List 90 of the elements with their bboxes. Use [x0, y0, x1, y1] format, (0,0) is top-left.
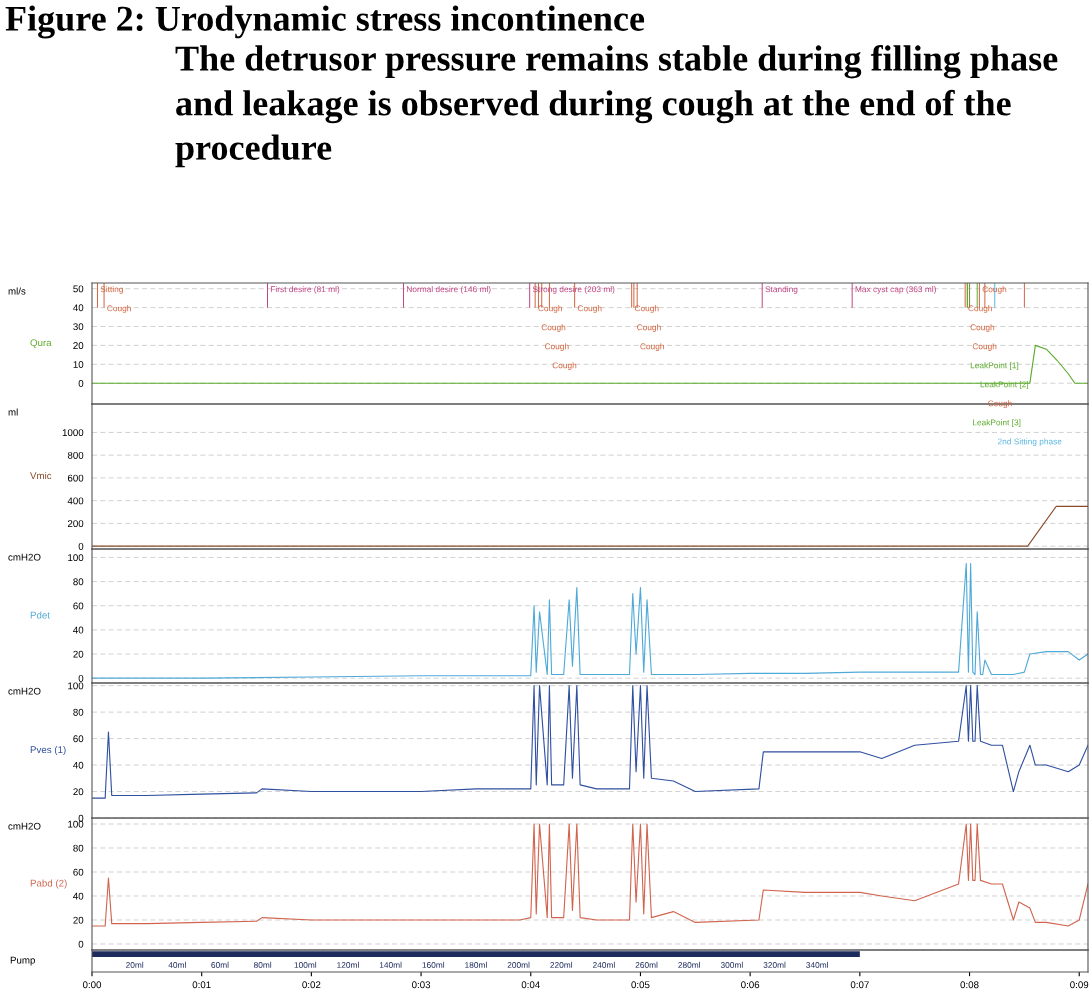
text: ml: [8, 408, 18, 416]
text: 240ml: [592, 961, 615, 968]
y-tick-label: 1000: [62, 429, 84, 437]
y-tick-label: 0: [78, 814, 84, 822]
y-tick-label: 20: [73, 788, 84, 796]
ref-line-label: Sitting: [100, 286, 123, 294]
y-axis-title: Pabd (2): [30, 879, 67, 889]
text: 160ml: [422, 961, 445, 968]
y-tick-label: 40: [73, 761, 84, 769]
ref-line-label: First desire (81 ml): [270, 286, 340, 294]
text: 220ml: [550, 961, 573, 968]
ref-line-label: Normal desire (146 ml): [406, 286, 491, 294]
ref-line-label: Cough: [968, 305, 992, 313]
ref-line-label: Standing: [765, 286, 798, 294]
text: cmH2O: [8, 553, 41, 561]
y-axis-title: Vmic: [30, 471, 52, 480]
y-tick-label: 100: [68, 820, 84, 828]
y-tick-label: 60: [73, 735, 84, 743]
ref-line-label: Cough: [972, 343, 997, 351]
ref-line-label: Cough: [634, 305, 659, 313]
y-tick-label: 30: [73, 323, 84, 331]
ref-line-label: Max cyst cap (363 ml): [855, 286, 936, 294]
y-tick-label: 0: [78, 542, 84, 550]
chart-title: Figure 2: Urodynamic stress incontinence: [5, 5, 645, 39]
text: 280ml: [678, 961, 700, 968]
y-tick-label: 200: [67, 520, 84, 528]
chart-subtitle: The detrusor pressure remains stable during filling phase and leakage is observed during cough at the end of the procedure: [175, 45, 1058, 168]
x-tick-label: 0:08: [960, 981, 979, 989]
y-tick-label: 40: [73, 892, 84, 900]
y-tick-label: 20: [73, 650, 84, 658]
y-axis-title: Qura: [30, 339, 52, 348]
ref-line-label: Cough: [637, 324, 661, 332]
x-tick-label: 0:04: [521, 981, 540, 989]
y-tick-label: 100: [68, 554, 84, 562]
ref-line-label: Cough: [544, 343, 569, 351]
x-tick-label: 0:03: [411, 981, 431, 989]
text: 120ml: [337, 961, 359, 968]
text: 140ml: [379, 961, 402, 968]
text: 200ml: [507, 961, 530, 968]
y-tick-label: 0: [78, 379, 84, 387]
text: ml/s: [8, 287, 26, 295]
y-tick-label: 20: [73, 916, 84, 924]
text: 260ml: [635, 961, 658, 968]
x-tick-label: 0:01: [192, 981, 211, 989]
text: cmH2O: [8, 687, 41, 695]
ref-line-label: 2nd Sitting phase: [997, 438, 1062, 447]
y-tick-label: 80: [73, 708, 84, 716]
x-tick-label: 0:00: [82, 981, 102, 989]
ref-line-label: Cough: [107, 305, 131, 313]
y-tick-label: 600: [67, 474, 84, 482]
x-tick-label: 0:07: [850, 981, 869, 989]
ref-line-label: Cough: [577, 305, 602, 313]
y-axis-title: Pump: [10, 956, 35, 966]
ref-line-label: LeakPoint [1]: [970, 362, 1019, 370]
ref-line-label: LeakPoint [3]: [972, 419, 1021, 428]
text: 100ml: [294, 961, 317, 968]
y-tick-label: 10: [73, 361, 84, 368]
text: 60ml: [211, 961, 229, 968]
text: 20ml: [126, 961, 144, 968]
text: cmH2O: [8, 822, 41, 830]
text: 300ml: [720, 961, 743, 968]
y-axis-title: Pves (1): [30, 745, 66, 756]
y-tick-label: 80: [73, 844, 84, 852]
x-tick-label: 0:05: [631, 981, 650, 989]
y-tick-label: 100: [68, 682, 84, 690]
y-tick-label: 0: [78, 940, 84, 948]
text: 40ml: [168, 961, 186, 968]
ref-line-label: Cough: [541, 324, 566, 332]
y-tick-label: 40: [73, 304, 84, 312]
y-tick-label: 60: [73, 602, 84, 610]
x-tick-label: 0:02: [302, 981, 321, 989]
text: 180ml: [465, 961, 487, 968]
ref-line-label: Cough: [538, 305, 562, 313]
x-tick-label: 0:09: [1070, 981, 1089, 989]
ref-line-label: Cough: [970, 324, 995, 332]
y-tick-label: 80: [73, 578, 84, 586]
y-tick-label: 20: [73, 342, 84, 350]
y-tick-label: 400: [67, 497, 84, 505]
y-tick-label: 800: [67, 451, 84, 459]
y-tick-label: 0: [78, 674, 84, 682]
ref-line-label: Cough: [640, 343, 664, 351]
text: 80ml: [253, 961, 272, 968]
text: 320ml: [763, 961, 786, 968]
y-tick-label: 50: [73, 285, 84, 293]
y-tick-label: 60: [73, 868, 84, 876]
ref-line-label: Cough: [552, 362, 577, 370]
x-tick-label: 0:06: [741, 981, 760, 989]
text: 340ml: [806, 961, 828, 968]
y-tick-label: 40: [73, 626, 84, 634]
y-axis-title: Pdet: [30, 611, 50, 619]
